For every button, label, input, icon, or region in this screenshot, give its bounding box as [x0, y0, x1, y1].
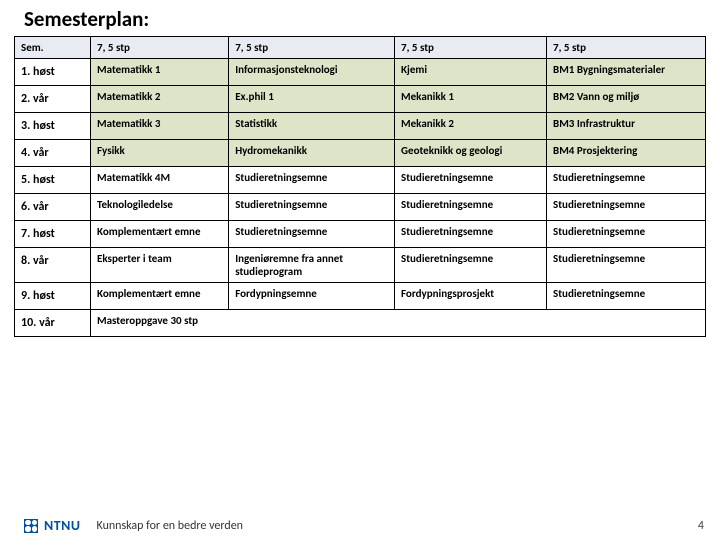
- cell-course: Ex.phil 1: [229, 86, 395, 113]
- page-title: Semesterplan:: [0, 0, 720, 36]
- cell-course: Studieretningsemne: [547, 194, 706, 221]
- header-col3: 7, 5 stp: [229, 37, 395, 59]
- cell-course: Fordypningsemne: [229, 283, 395, 310]
- cell-course: Studieretningsemne: [547, 283, 706, 310]
- table-row: 1. høstMatematikk 1Informasjonsteknologi…: [15, 59, 706, 86]
- cell-course: Studieretningsemne: [229, 194, 395, 221]
- cell-sem: 1. høst: [15, 59, 91, 86]
- cell-sem: 7. høst: [15, 221, 91, 248]
- cell-course: BM4 Prosjektering: [547, 140, 706, 167]
- table-header-row: Sem. 7, 5 stp 7, 5 stp 7, 5 stp 7, 5 stp: [15, 37, 706, 59]
- page-number: 4: [698, 519, 704, 533]
- table-row: 4. vårFysikkHydromekanikkGeoteknikk og g…: [15, 140, 706, 167]
- table-row-last: 10. vårMasteroppgave 30 stp: [15, 310, 706, 337]
- footer-tagline: Kunnskap for en bedre verden: [97, 519, 243, 533]
- cell-course: Studieretningsemne: [229, 221, 395, 248]
- cell-course: Studieretningsemne: [395, 221, 547, 248]
- cell-course: BM3 Infrastruktur: [547, 113, 706, 140]
- cell-course: BM2 Vann og miljø: [547, 86, 706, 113]
- cell-sem: 3. høst: [15, 113, 91, 140]
- cell-course: Eksperter i team: [91, 248, 229, 283]
- table-row: 5. høstMatematikk 4MStudieretningsemneSt…: [15, 167, 706, 194]
- table-row: 7. høstKomplementært emneStudieretningse…: [15, 221, 706, 248]
- cell-course: BM1 Bygningsmaterialer: [547, 59, 706, 86]
- table-row: 3. høstMatematikk 3StatistikkMekanikk 2B…: [15, 113, 706, 140]
- cell-course: Studieretningsemne: [229, 167, 395, 194]
- cell-course: Kjemi: [395, 59, 547, 86]
- cell-course: Matematikk 4M: [91, 167, 229, 194]
- cell-course: Studieretningsemne: [547, 248, 706, 283]
- cell-course: Studieretningsemne: [395, 248, 547, 283]
- cell-sem: 6. vår: [15, 194, 91, 221]
- cell-course: Matematikk 3: [91, 113, 229, 140]
- cell-course: Studieretningsemne: [395, 167, 547, 194]
- cell-course: Komplementært emne: [91, 283, 229, 310]
- cell-course: Studieretningsemne: [547, 221, 706, 248]
- table-row: 6. vårTeknologiledelseStudieretningsemne…: [15, 194, 706, 221]
- cell-course: Mekanikk 2: [395, 113, 547, 140]
- cell-course: Matematikk 1: [91, 59, 229, 86]
- cell-course: Hydromekanikk: [229, 140, 395, 167]
- cell-course: Fordypningsprosjekt: [395, 283, 547, 310]
- header-col4: 7, 5 stp: [395, 37, 547, 59]
- footer: NTNU Kunnskap for en bedre verden 4: [0, 517, 720, 534]
- cell-course: Studieretningsemne: [395, 194, 547, 221]
- table-row: 9. høstKomplementært emneFordypningsemne…: [15, 283, 706, 310]
- ntnu-logo-icon: [24, 519, 38, 533]
- header-col5: 7, 5 stp: [547, 37, 706, 59]
- cell-course: Komplementært emne: [91, 221, 229, 248]
- cell-sem: 9. høst: [15, 283, 91, 310]
- semester-table-container: Sem. 7, 5 stp 7, 5 stp 7, 5 stp 7, 5 stp…: [0, 36, 720, 337]
- table-row: 8. vårEksperter i teamIngeniøremne fra a…: [15, 248, 706, 283]
- cell-course: Teknologiledelse: [91, 194, 229, 221]
- cell-course: Informasjonsteknologi: [229, 59, 395, 86]
- cell-course: Matematikk 2: [91, 86, 229, 113]
- cell-sem: 2. vår: [15, 86, 91, 113]
- cell-course: Studieretningsemne: [547, 167, 706, 194]
- cell-sem: 10. vår: [15, 310, 91, 337]
- cell-course: Mekanikk 1: [395, 86, 547, 113]
- ntnu-text: NTNU: [44, 517, 81, 534]
- cell-course: Fysikk: [91, 140, 229, 167]
- cell-course: Geoteknikk og geologi: [395, 140, 547, 167]
- semester-table: Sem. 7, 5 stp 7, 5 stp 7, 5 stp 7, 5 stp…: [14, 36, 706, 337]
- header-col2: 7, 5 stp: [91, 37, 229, 59]
- cell-course: Statistikk: [229, 113, 395, 140]
- cell-sem: 4. vår: [15, 140, 91, 167]
- header-sem: Sem.: [15, 37, 91, 59]
- cell-sem: 8. vår: [15, 248, 91, 283]
- cell-master-thesis: Masteroppgave 30 stp: [91, 310, 706, 337]
- table-row: 2. vårMatematikk 2Ex.phil 1Mekanikk 1BM2…: [15, 86, 706, 113]
- cell-sem: 5. høst: [15, 167, 91, 194]
- cell-course: Ingeniøremne fra annet studieprogram: [229, 248, 395, 283]
- ntnu-brand: NTNU Kunnskap for en bedre verden: [24, 517, 243, 534]
